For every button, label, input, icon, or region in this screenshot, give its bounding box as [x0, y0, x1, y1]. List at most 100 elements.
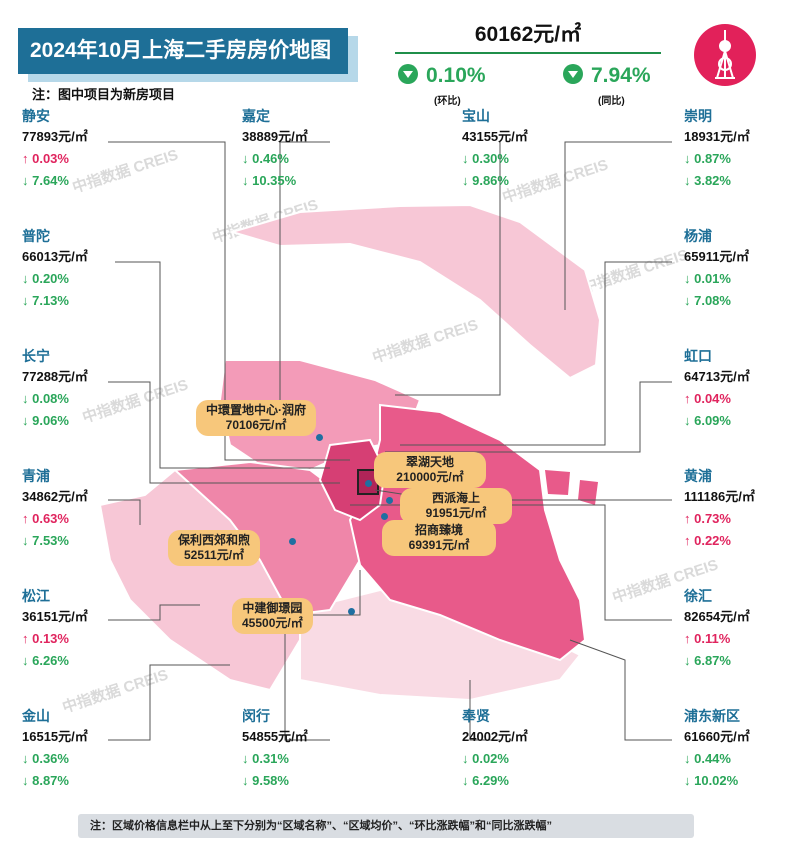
oriental-pearl-tower-icon: [694, 24, 756, 86]
project-price: 70106元/㎡: [225, 418, 287, 432]
district-yoy: ↓ 9.06%: [22, 413, 69, 428]
district-panel: 松江 36151元/㎡ ↑ 0.13% ↓ 6.26%: [22, 586, 142, 672]
project-name: 西派海上: [431, 491, 480, 505]
district-name: 普陀: [22, 228, 50, 244]
district-mom: ↓ 0.44%: [684, 751, 731, 766]
district-price: 24002元/㎡: [462, 729, 528, 744]
project-label: 保利西郊和煦 52511元/㎡: [168, 530, 261, 566]
district-price: 34862元/㎡: [22, 489, 88, 504]
overall-mom-value: 0.10%: [426, 64, 486, 87]
map-region-chongming: [228, 203, 602, 380]
overall-yoy-value: 7.94%: [591, 64, 651, 87]
district-price: 82654元/㎡: [684, 609, 750, 624]
district-yoy: ↓ 10.02%: [684, 773, 739, 788]
map-region-island: [578, 480, 598, 505]
district-yoy: ↓ 7.64%: [22, 173, 69, 188]
district-yoy: ↓ 7.13%: [22, 293, 69, 308]
project-label: 招商臻境 69391元/㎡: [382, 520, 496, 556]
district-name: 宝山: [462, 108, 490, 124]
project-marker: [316, 434, 323, 441]
district-name: 闵行: [242, 708, 270, 724]
district-panel: 闵行 54855元/㎡ ↓ 0.31% ↓ 9.58%: [242, 706, 362, 792]
district-name: 金山: [22, 708, 50, 724]
project-name: 翠湖天地: [405, 455, 454, 469]
district-yoy: ↓ 6.26%: [22, 653, 69, 668]
district-mom: ↓ 0.46%: [242, 151, 289, 166]
district-yoy: ↓ 7.08%: [684, 293, 731, 308]
district-name: 奉贤: [462, 708, 490, 724]
avg-divider: [395, 52, 661, 54]
district-yoy: ↓ 3.82%: [684, 173, 731, 188]
district-yoy: ↓ 6.09%: [684, 413, 731, 428]
district-price: 66013元/㎡: [22, 249, 88, 264]
project-name: 招商臻境: [414, 523, 463, 537]
project-name: 中環置地中心·润府: [206, 403, 306, 417]
district-name: 崇明: [684, 108, 712, 124]
connector-songjiang: [108, 604, 200, 621]
district-name: 浦东新区: [684, 708, 740, 724]
project-label: 中環置地中心·润府 70106元/㎡: [196, 400, 316, 436]
connector-pudong: [569, 639, 672, 741]
district-price: 18931元/㎡: [684, 129, 750, 144]
connector-jinshan: [108, 664, 230, 741]
district-price: 43155元/㎡: [462, 129, 528, 144]
district-yoy: ↓ 8.87%: [22, 773, 69, 788]
district-price: 77288元/㎡: [22, 369, 88, 384]
project-name: 保利西郊和煦: [178, 533, 251, 547]
connector-hongkou: [385, 381, 672, 453]
district-mom: ↑ 0.13%: [22, 631, 69, 646]
district-panel: 金山 16515元/㎡ ↓ 0.36% ↓ 8.87%: [22, 706, 142, 792]
district-panel: 普陀 66013元/㎡ ↓ 0.20% ↓ 7.13%: [22, 226, 142, 312]
project-price: 52511元/㎡: [183, 548, 245, 562]
district-price: 64713元/㎡: [684, 369, 750, 384]
district-price: 111186元/㎡: [684, 489, 755, 504]
district-name: 虹口: [684, 348, 712, 364]
district-panel: 嘉定 38889元/㎡ ↓ 0.46% ↓ 10.35%: [242, 106, 362, 192]
district-panel: 徐汇 82654元/㎡ ↑ 0.11% ↓ 6.87%: [684, 586, 794, 672]
district-mom: ↓ 0.20%: [22, 271, 69, 286]
district-yoy: ↓ 9.58%: [242, 773, 289, 788]
project-label: 中建御璟园 45500元/㎡: [232, 598, 313, 634]
district-panel: 奉贤 24002元/㎡ ↓ 0.02% ↓ 6.29%: [462, 706, 582, 792]
connector-lines: [108, 141, 672, 741]
district-price: 77893元/㎡: [22, 129, 88, 144]
district-panel: 青浦 34862元/㎡ ↑ 0.63% ↓ 7.53%: [22, 466, 142, 552]
district-price: 36151元/㎡: [22, 609, 88, 624]
district-price: 54855元/㎡: [242, 729, 308, 744]
project-note: 注：图中项目为新房项目: [32, 87, 176, 102]
district-panel: 虹口 64713元/㎡ ↑ 0.04% ↓ 6.09%: [684, 346, 794, 432]
district-yoy: ↓ 7.53%: [22, 533, 69, 548]
district-yoy: ↓ 6.87%: [684, 653, 731, 668]
district-panel: 长宁 77288元/㎡ ↓ 0.08% ↓ 9.06%: [22, 346, 142, 432]
page-title: 2024年10月上海二手房房价地图: [18, 28, 348, 74]
project-marker: [289, 538, 296, 545]
district-mom: ↓ 0.02%: [462, 751, 509, 766]
district-panel: 静安 77893元/㎡ ↑ 0.03% ↓ 7.64%: [22, 106, 142, 192]
project-label: 西派海上 91951元/㎡: [400, 488, 512, 524]
district-yoy: ↑ 0.22%: [684, 533, 731, 548]
district-yoy: ↓ 9.86%: [462, 173, 509, 188]
connector-fengxian: [469, 680, 500, 741]
connector-yangpu: [400, 261, 672, 446]
overall-mom-label: (环比): [434, 96, 461, 107]
connector-jiading: [279, 141, 330, 410]
district-panel: 宝山 43155元/㎡ ↓ 0.30% ↓ 9.86%: [462, 106, 582, 192]
overall-avg-price: 60162元/㎡: [474, 23, 582, 46]
connector-changning: [108, 381, 340, 484]
district-price: 65911元/㎡: [684, 249, 750, 264]
district-mom: ↓ 0.31%: [242, 751, 289, 766]
overall-yoy: 7.94%: [563, 64, 651, 88]
district-price: 16515元/㎡: [22, 729, 88, 744]
project-price: 91951元/㎡: [425, 506, 487, 520]
overall-mom: 0.10%: [398, 64, 486, 88]
connector-putuo: [115, 261, 330, 469]
district-name: 静安: [22, 108, 50, 124]
district-name: 长宁: [22, 348, 50, 364]
connector-chongming: [564, 141, 672, 310]
project-marker: [386, 497, 393, 504]
district-yoy: ↓ 10.35%: [242, 173, 297, 188]
down-arrow-icon: [398, 64, 418, 84]
district-mom: ↑ 0.73%: [684, 511, 731, 526]
down-arrow-icon: [563, 64, 583, 84]
project-price: 45500元/㎡: [242, 616, 303, 630]
